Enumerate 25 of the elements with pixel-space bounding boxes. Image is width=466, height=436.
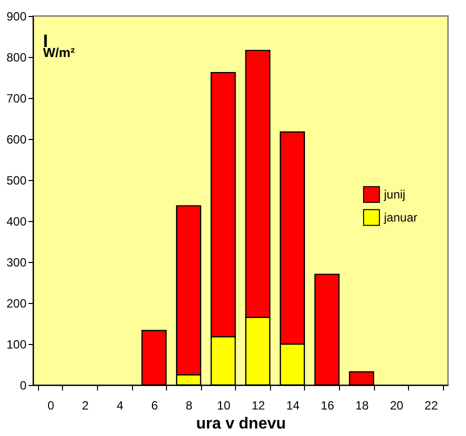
- x-tick-label: 16: [320, 398, 334, 412]
- x-tick-label: 14: [286, 398, 300, 412]
- y-tick-label: 900: [6, 10, 27, 24]
- y-tick-label: 400: [6, 214, 27, 228]
- y-tick-label: 100: [6, 338, 27, 352]
- x-tick-label: 4: [116, 398, 124, 412]
- x-tick-label: 6: [151, 398, 158, 412]
- y-tick-label: 800: [6, 50, 27, 64]
- x-tick-label: 20: [390, 398, 404, 412]
- x-tick-label: 12: [252, 398, 266, 412]
- y-tick-label: 700: [6, 92, 27, 106]
- legend-label: januar: [383, 210, 418, 224]
- y-tick-label: 600: [6, 132, 27, 146]
- y-tick-label: 500: [6, 174, 27, 188]
- x-tick-label: 10: [217, 398, 231, 412]
- x-axis-title: ura v dnevu: [196, 416, 286, 432]
- x-tick-label: 0: [47, 398, 54, 412]
- x-tick-label: 2: [82, 398, 90, 412]
- x-tick-label: 22: [424, 398, 438, 412]
- y-tick-label: 200: [6, 296, 27, 310]
- x-tick-label: 8: [186, 398, 193, 412]
- y-tick-label: 0: [20, 378, 27, 392]
- y-tick-label: 300: [6, 256, 27, 270]
- x-tick-label: 18: [355, 398, 370, 412]
- legend-label: junij: [383, 188, 406, 202]
